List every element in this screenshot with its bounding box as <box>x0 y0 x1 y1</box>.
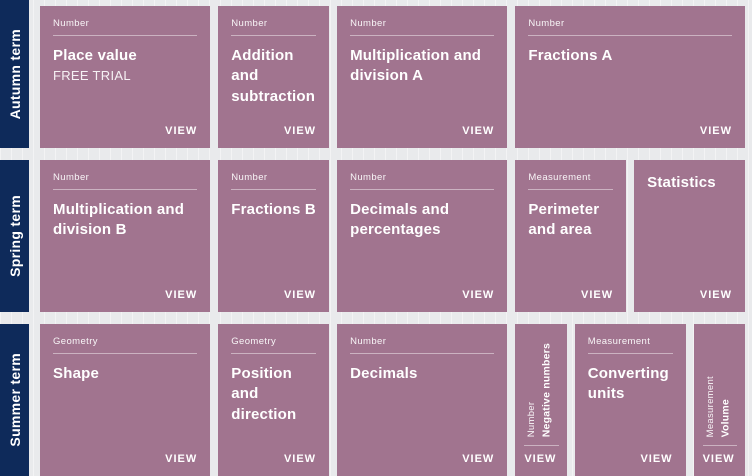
view-link[interactable]: VIEW <box>524 453 557 465</box>
term-row-autumn: Autumn term Number Place value FREE TRIA… <box>0 0 752 148</box>
term-bar-spring: Spring term <box>0 160 29 312</box>
card-category: Number <box>528 18 565 29</box>
card-category: Number <box>53 18 90 29</box>
vertical-card-text: Number Negative numbers <box>525 343 558 437</box>
card-title: Place value <box>53 47 137 64</box>
view-link[interactable]: VIEW <box>702 453 735 465</box>
card-title: Statistics <box>647 174 716 191</box>
category-divider <box>231 353 317 354</box>
term-row-spring: Spring term Number Multiplication and di… <box>0 160 752 312</box>
card-title: Addition and subtraction <box>231 47 316 105</box>
card-category: Measurement <box>704 375 716 437</box>
category-divider <box>587 353 673 354</box>
view-link[interactable]: VIEW <box>699 289 732 301</box>
term-label: Autumn term <box>6 28 23 120</box>
view-link[interactable]: VIEW <box>462 125 495 137</box>
card-decimals-and-percentages[interactable]: Number Decimals and percentages VIEW <box>337 160 508 312</box>
spring-cards: Number Multiplication and division B VIE… <box>40 160 745 312</box>
card-decimals[interactable]: Number Decimals VIEW <box>337 324 508 476</box>
card-title: Volume <box>718 398 731 437</box>
term-label: Summer term <box>6 353 23 447</box>
card-category: Measurement <box>587 336 651 347</box>
card-category: Number <box>526 401 538 437</box>
view-link[interactable]: VIEW <box>462 289 495 301</box>
card-title: Multiplication and division A <box>350 47 482 85</box>
card-volume[interactable]: Measurement Volume VIEW <box>693 324 745 476</box>
category-divider <box>350 353 495 354</box>
category-divider <box>53 353 198 354</box>
term-bar-autumn: Autumn term <box>0 0 29 148</box>
view-link[interactable]: VIEW <box>462 453 495 465</box>
vertical-card-text: Measurement Volume <box>704 376 737 437</box>
view-link[interactable]: VIEW <box>699 125 732 137</box>
card-statistics[interactable]: Statistics VIEW <box>634 160 745 312</box>
card-perimeter-and-area[interactable]: Measurement Perimeter and area VIEW <box>515 160 627 312</box>
card-shape[interactable]: Geometry Shape VIEW <box>40 324 211 476</box>
view-link[interactable]: VIEW <box>283 453 317 465</box>
view-link[interactable]: VIEW <box>283 125 317 137</box>
view-link[interactable]: VIEW <box>283 289 317 301</box>
card-place-value[interactable]: Number Place value FREE TRIAL VIEW <box>40 6 211 148</box>
term-bar-summer: Summer term <box>0 324 29 476</box>
view-divider <box>524 445 559 446</box>
card-title: Position and direction <box>231 365 297 423</box>
card-category: Number <box>53 172 90 183</box>
card-category: Geometry <box>231 336 277 347</box>
card-category: Number <box>350 172 387 183</box>
card-title: Negative numbers <box>540 342 553 437</box>
card-addition-and-subtraction[interactable]: Number Addition and subtraction VIEW <box>218 6 330 148</box>
card-title: Decimals and percentages <box>350 201 450 239</box>
card-category: Geometry <box>53 336 98 347</box>
category-divider <box>350 35 495 36</box>
view-link[interactable]: VIEW <box>165 453 198 465</box>
card-title: Multiplication and division B <box>53 201 185 239</box>
view-link[interactable]: VIEW <box>581 289 614 301</box>
category-divider <box>528 35 732 36</box>
card-fractions-b[interactable]: Number Fractions B VIEW <box>218 160 330 312</box>
card-multiplication-division-b[interactable]: Number Multiplication and division B VIE… <box>40 160 211 312</box>
summer-cards: Geometry Shape VIEW Geometry Position an… <box>40 324 745 476</box>
card-category: Number <box>231 18 268 29</box>
card-negative-numbers[interactable]: Number Negative numbers VIEW <box>515 324 567 476</box>
card-fractions-a[interactable]: Number Fractions A VIEW <box>515 6 745 148</box>
category-divider <box>350 189 495 190</box>
card-category: Number <box>350 18 387 29</box>
view-divider <box>702 445 737 446</box>
term-label: Spring term <box>6 195 23 277</box>
category-divider <box>53 35 198 36</box>
category-divider <box>231 189 317 190</box>
autumn-cards: Number Place value FREE TRIAL VIEW Numbe… <box>40 0 745 148</box>
view-link[interactable]: VIEW <box>640 453 673 465</box>
term-row-summer: Summer term Geometry Shape VIEW Geometry… <box>0 324 752 476</box>
card-title: Fractions A <box>528 47 613 64</box>
view-link[interactable]: VIEW <box>165 289 198 301</box>
category-divider <box>528 189 614 190</box>
card-multiplication-division-a[interactable]: Number Multiplication and division A VIE… <box>337 6 508 148</box>
card-category: Number <box>350 336 387 347</box>
card-category: Number <box>231 172 268 183</box>
card-position-and-direction[interactable]: Geometry Position and direction VIEW <box>218 324 330 476</box>
card-title: Perimeter and area <box>528 201 600 239</box>
card-title: Fractions B <box>231 201 316 218</box>
card-category: Measurement <box>528 172 591 183</box>
category-divider <box>53 189 198 190</box>
free-trial-label: FREE TRIAL <box>53 68 131 84</box>
category-divider <box>231 35 317 36</box>
card-title: Decimals <box>350 365 418 382</box>
card-title: Shape <box>53 365 100 382</box>
card-title: Converting units <box>587 365 669 403</box>
view-link[interactable]: VIEW <box>165 125 198 137</box>
card-converting-units[interactable]: Measurement Converting units VIEW <box>574 324 686 476</box>
